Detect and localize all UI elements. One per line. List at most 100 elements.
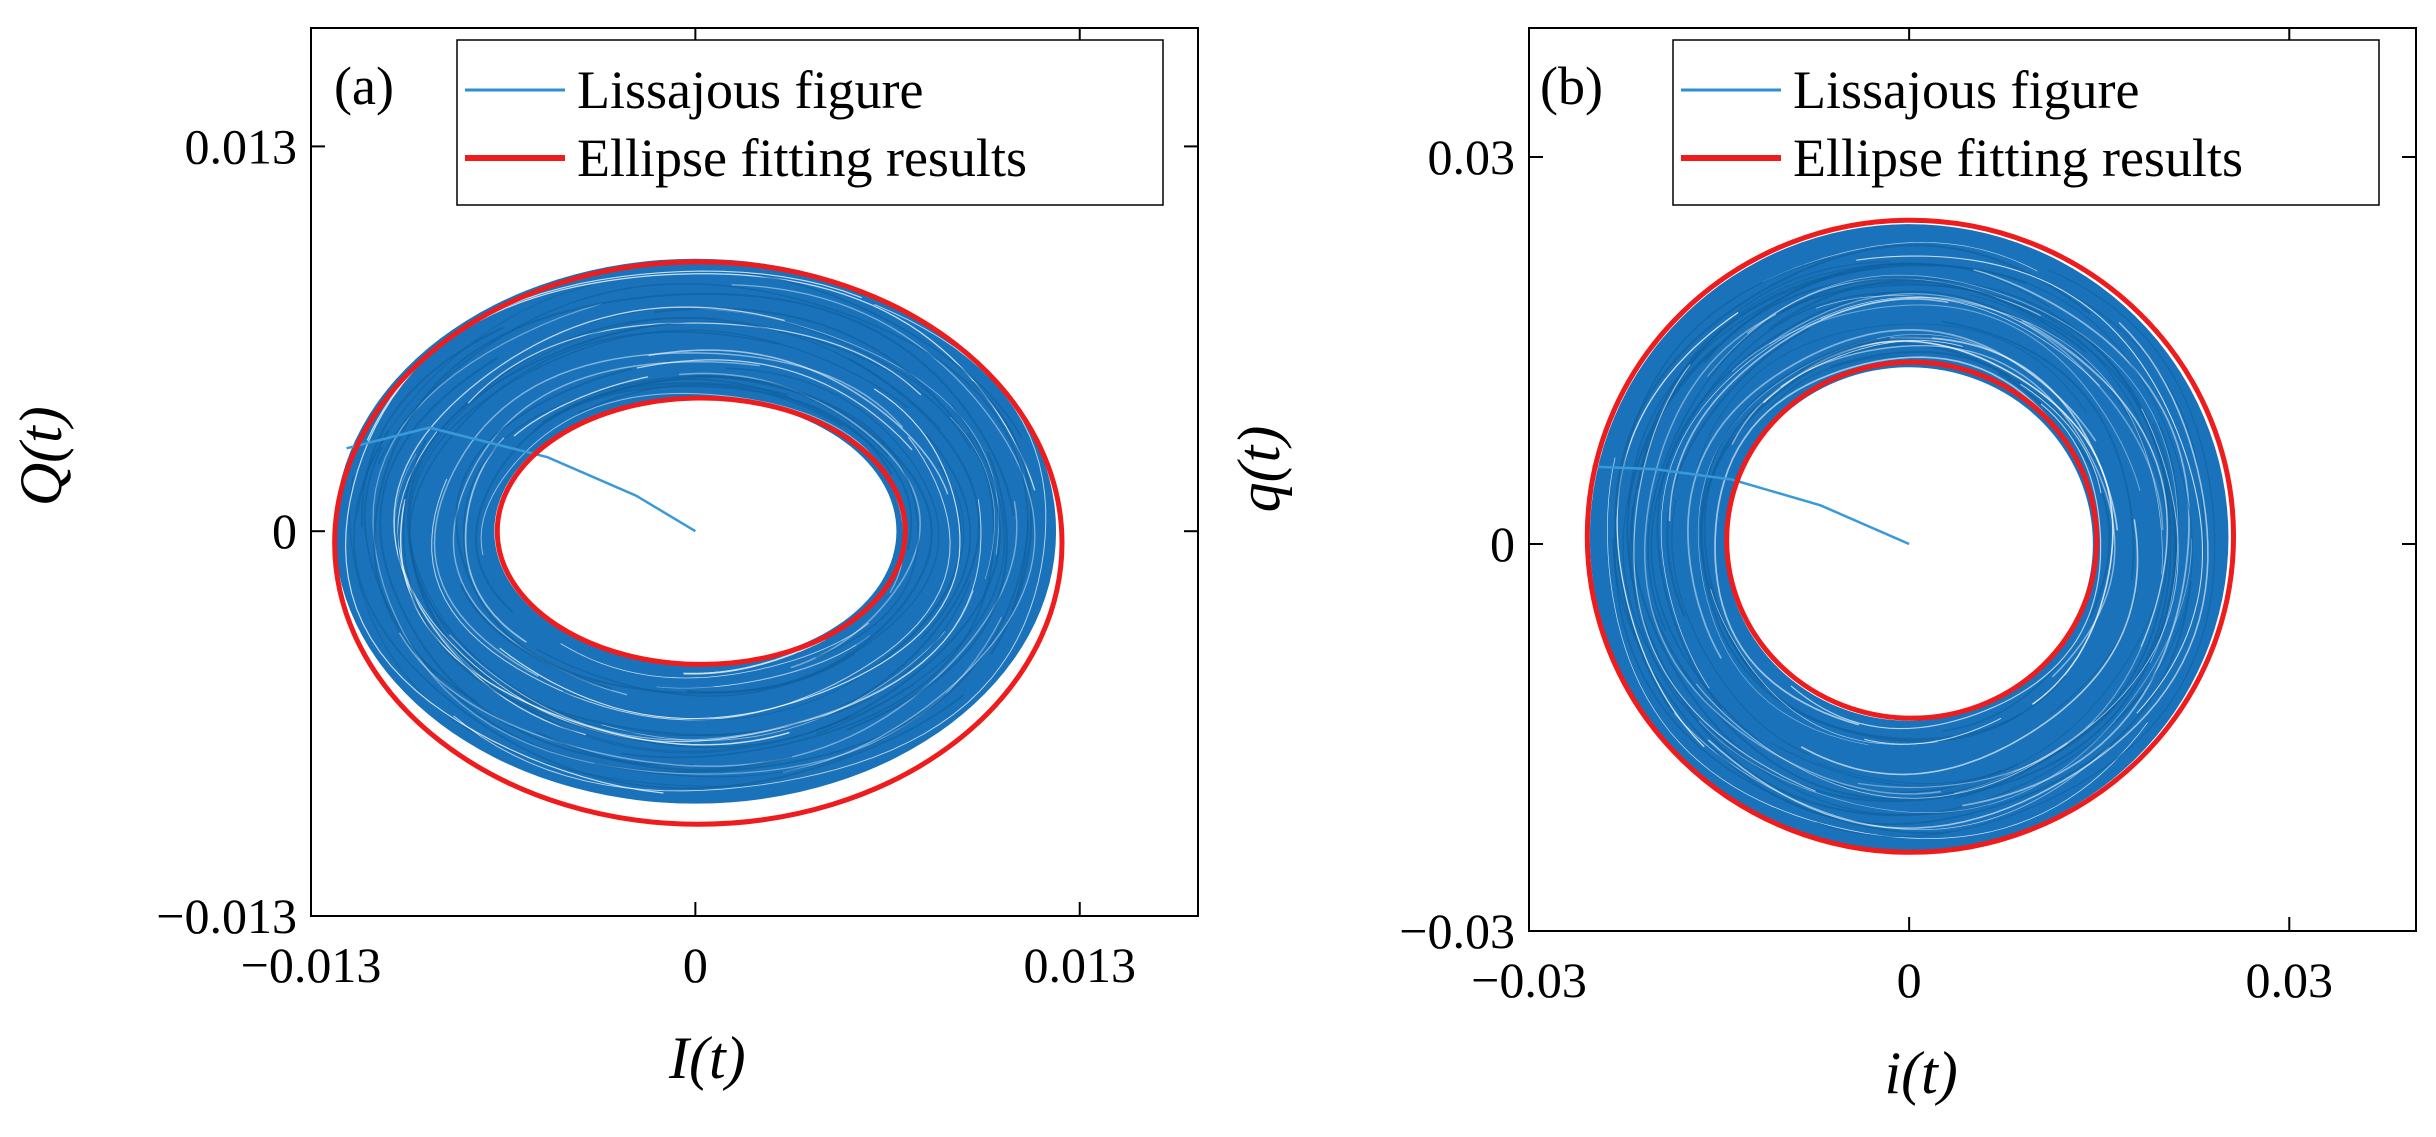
lissajous-strand bbox=[920, 433, 972, 641]
lissajous-strand bbox=[1768, 279, 2087, 353]
lissajous-strand bbox=[656, 635, 871, 689]
lissajous-strand bbox=[1700, 342, 2097, 687]
lissajous-strand bbox=[1671, 499, 1811, 756]
panel-a-ytick-label: 0.013 bbox=[185, 118, 298, 174]
lissajous-strand bbox=[513, 376, 649, 437]
lissajous-strand bbox=[1762, 242, 2038, 283]
lissajous-strand bbox=[431, 436, 951, 721]
panel-a-xtick-label: 0 bbox=[683, 937, 708, 993]
lissajous-strand bbox=[561, 321, 942, 431]
lissajous-strand bbox=[1622, 260, 2145, 816]
panel-a-legend-label-lissajous: Lissajous figure bbox=[577, 60, 923, 120]
lissajous-strand bbox=[1633, 364, 1816, 792]
lissajous-strand bbox=[1780, 340, 1963, 388]
lissajous-strand bbox=[653, 307, 1001, 732]
lissajous-strand bbox=[1816, 269, 2216, 838]
lissajous-strand bbox=[353, 430, 965, 790]
lissajous-strand bbox=[1790, 403, 2102, 730]
lissajous-strand bbox=[1668, 298, 1949, 522]
lissajous-transient-line bbox=[346, 426, 697, 533]
lissajous-strand bbox=[1703, 335, 2067, 741]
panel-a-xtick-label: 0.013 bbox=[1023, 937, 1136, 993]
lissajous-strand bbox=[636, 359, 913, 451]
lissajous-strand bbox=[620, 432, 995, 759]
lissajous-strand bbox=[536, 367, 940, 697]
lissajous-strand bbox=[1817, 294, 2168, 785]
lissajous-strand bbox=[1769, 293, 2168, 789]
lissajous-strand bbox=[433, 352, 904, 677]
lissajous-strand bbox=[590, 307, 930, 394]
lissajous-strand bbox=[601, 631, 946, 741]
lissajous-strand bbox=[1800, 519, 2139, 776]
lissajous-strand bbox=[499, 388, 961, 720]
panel-b-ytick-label: 0 bbox=[1490, 516, 1515, 572]
panel-a-ticks bbox=[310, 28, 1198, 917]
lissajous-strand bbox=[1660, 296, 2100, 689]
panel-a-x-axis-label: I(t) bbox=[668, 1025, 746, 1091]
panel-b-y-axis-label: q(t) bbox=[1226, 426, 1292, 513]
lissajous-strand bbox=[1613, 256, 1950, 834]
lissajous-strand bbox=[846, 451, 1009, 731]
lissajous-strand bbox=[971, 380, 1033, 656]
lissajous-strand bbox=[1643, 313, 1942, 795]
panel-b-ticks bbox=[1528, 28, 2416, 932]
lissajous-strand bbox=[2034, 275, 2205, 609]
lissajous-strand bbox=[1648, 483, 2172, 800]
panel-a-ytick-label: −0.013 bbox=[156, 888, 297, 944]
lissajous-strand bbox=[1630, 266, 1885, 772]
lissajous-strand bbox=[399, 498, 790, 746]
lissajous-strand bbox=[736, 271, 1023, 438]
lissajous-strand bbox=[377, 283, 1029, 611]
lissajous-strand bbox=[2022, 320, 2169, 647]
panel-a-legend: Lissajous figure Ellipse fitting results bbox=[456, 39, 1164, 206]
lissajous-strand bbox=[694, 374, 919, 659]
lissajous-strand bbox=[1656, 290, 2021, 710]
lissajous-strand bbox=[373, 292, 1015, 704]
lissajous-strand bbox=[1666, 327, 1810, 617]
panel-a-y-axis-label: Q(t) bbox=[8, 406, 74, 506]
panel-b-lissajous-trace bbox=[1589, 224, 2229, 852]
panel-b-x-axis-label: i(t) bbox=[1884, 1040, 1957, 1106]
lissajous-strand bbox=[444, 647, 751, 752]
lissajous-strand bbox=[2020, 383, 2102, 494]
lissajous-strand bbox=[1628, 262, 2050, 506]
lissajous-strand bbox=[1962, 268, 2190, 807]
ellipse-fit-outer bbox=[332, 259, 1065, 827]
lissajous-strand bbox=[648, 349, 949, 495]
ellipse-fit-inner bbox=[494, 395, 908, 667]
lissajous-strand bbox=[402, 439, 851, 749]
lissajous-strand bbox=[731, 284, 1036, 773]
lissajous-strand bbox=[379, 356, 694, 767]
lissajous-strand bbox=[449, 590, 974, 741]
lissajous-strand bbox=[360, 326, 504, 527]
lissajous-strand bbox=[1830, 350, 2011, 379]
lissajous-strand bbox=[1612, 538, 2192, 826]
panel-b-legend-label-lissajous: Lissajous figure bbox=[1793, 60, 2139, 120]
lissajous-strand bbox=[1799, 339, 1967, 372]
lissajous-strand bbox=[541, 378, 913, 551]
lissajous-strand bbox=[1864, 717, 2002, 745]
panel-a-lissajous-trace bbox=[334, 258, 1057, 804]
panel-b-ytick-label: −0.03 bbox=[1399, 903, 1515, 959]
lissajous-strand bbox=[345, 270, 862, 794]
lissajous-strand bbox=[1731, 304, 2141, 491]
panel-b-xtick-label: 0.03 bbox=[2246, 952, 2334, 1008]
lissajous-strand bbox=[462, 375, 890, 570]
panel-b: −0.03 0 0.03 −0.03 0 0.03 i(t) q(t) (b) … bbox=[1226, 27, 2417, 1106]
lissajous-strand bbox=[535, 731, 793, 771]
lissajous-strand bbox=[683, 638, 826, 675]
lissajous-strand bbox=[1707, 321, 2209, 829]
panel-b-label: (b) bbox=[1540, 56, 1603, 116]
lissajous-strand bbox=[714, 644, 857, 688]
panel-b-xtick-label: 0 bbox=[1897, 952, 1922, 1008]
panel-a-ellipse-fits bbox=[332, 259, 1065, 827]
panel-a-xtick-label: −0.013 bbox=[241, 937, 382, 993]
lissajous-strand bbox=[1998, 372, 2111, 619]
lissajous-strand bbox=[1695, 408, 2179, 799]
lissajous-strand bbox=[1703, 276, 2177, 800]
lissajous-strand bbox=[397, 459, 915, 754]
lissajous-strand bbox=[474, 385, 893, 613]
lissajous-strand bbox=[459, 583, 613, 691]
lissajous-transient-line bbox=[1592, 465, 1910, 546]
